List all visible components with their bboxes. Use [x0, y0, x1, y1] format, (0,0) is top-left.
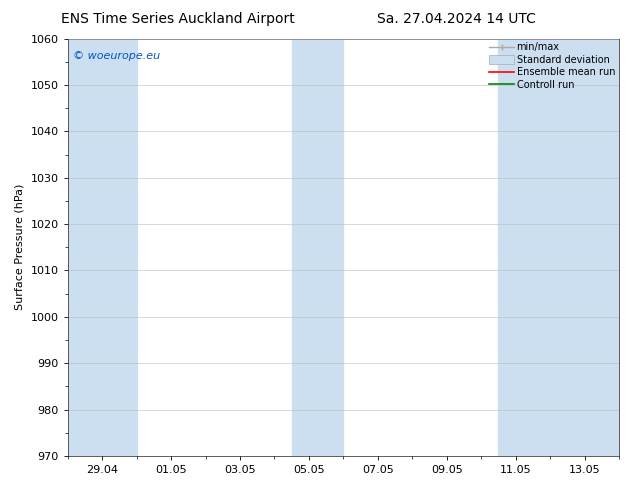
- Legend: min/max, Standard deviation, Ensemble mean run, Controll run: min/max, Standard deviation, Ensemble me…: [488, 41, 617, 92]
- Text: © woeurope.eu: © woeurope.eu: [73, 51, 160, 61]
- Bar: [498, 39, 619, 456]
- Bar: [292, 39, 344, 456]
- Bar: [68, 39, 136, 456]
- Y-axis label: Surface Pressure (hPa): Surface Pressure (hPa): [15, 184, 25, 311]
- Text: Sa. 27.04.2024 14 UTC: Sa. 27.04.2024 14 UTC: [377, 12, 536, 26]
- Text: ENS Time Series Auckland Airport: ENS Time Series Auckland Airport: [61, 12, 294, 26]
